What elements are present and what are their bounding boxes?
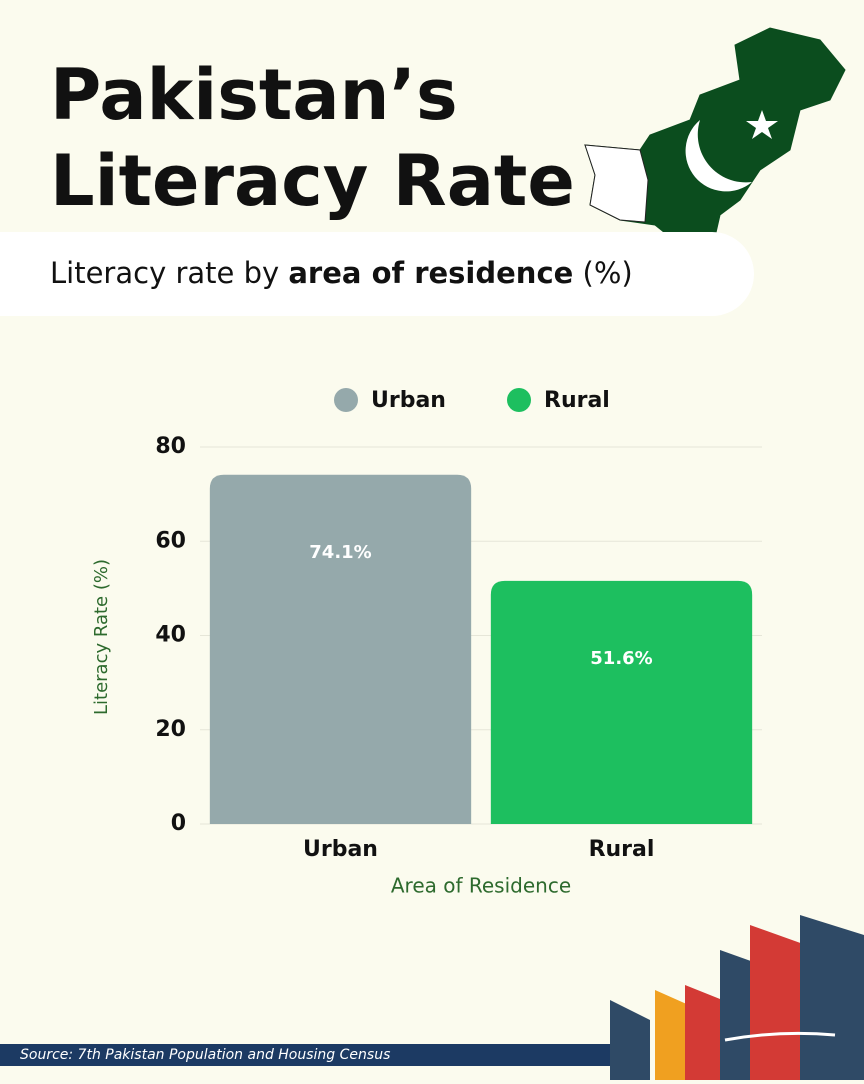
value-label: 74.1% bbox=[309, 542, 371, 563]
legend-label: Urban bbox=[371, 388, 446, 413]
y-tick-label: 0 bbox=[171, 811, 186, 836]
books bbox=[610, 915, 864, 1080]
y-axis-label: Literacy Rate (%) bbox=[91, 559, 112, 715]
y-tick-label: 80 bbox=[155, 434, 186, 459]
y-tick-label: 20 bbox=[155, 717, 186, 742]
subtitle-part: (%) bbox=[583, 256, 633, 290]
source-band bbox=[0, 1044, 610, 1066]
subtitle-band bbox=[0, 232, 754, 316]
legend-marker bbox=[334, 388, 358, 412]
x-tick-label: Rural bbox=[589, 837, 655, 862]
legend-marker bbox=[507, 388, 531, 412]
value-label: 51.6% bbox=[590, 648, 652, 669]
title-line: Pakistan’s bbox=[50, 54, 458, 136]
subtitle-part: area of residence bbox=[288, 256, 573, 290]
y-tick-label: 40 bbox=[155, 623, 186, 648]
legend-label: Rural bbox=[544, 388, 610, 413]
bar bbox=[490, 580, 753, 824]
x-tick-label: Urban bbox=[303, 837, 378, 862]
bar bbox=[209, 474, 472, 824]
x-axis-label: Area of Residence bbox=[391, 874, 571, 898]
y-tick-label: 60 bbox=[155, 528, 186, 553]
source: Source: 7th Pakistan Population and Hous… bbox=[20, 1047, 390, 1063]
title-line: Literacy Rate bbox=[50, 140, 575, 222]
pakistan-map bbox=[584, 27, 846, 251]
subtitle-part: Literacy rate by bbox=[50, 256, 279, 290]
subtitle: Literacy rate by area of residence (%) bbox=[50, 256, 633, 290]
